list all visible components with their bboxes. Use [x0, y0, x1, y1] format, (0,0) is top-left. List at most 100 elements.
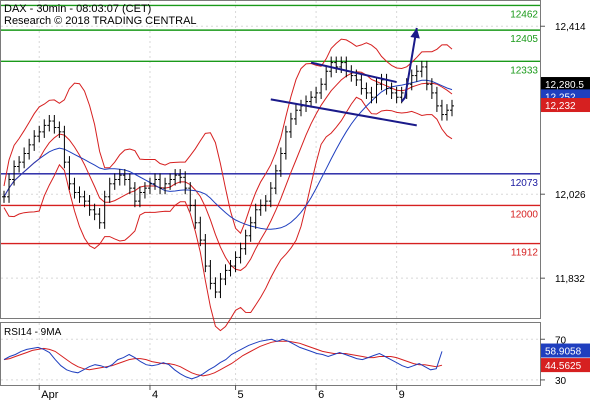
price-bar [87, 195, 92, 216]
time-tick-label: 9 [399, 389, 405, 400]
rsi-panel-frame [0, 322, 541, 386]
price-bar [7, 173, 12, 203]
price-bars [2, 56, 454, 299]
price-bar [97, 208, 102, 229]
price-bar [450, 99, 454, 117]
level-label: 12405 [510, 34, 538, 45]
rsi-title: RSI14 - 9MA [4, 327, 62, 338]
price-bar [228, 259, 233, 277]
price-bar [72, 177, 77, 199]
price-bar [314, 86, 319, 104]
price-bar [208, 259, 213, 290]
price-bar [77, 186, 82, 203]
moving-average-line [3, 79, 453, 230]
price-bar [102, 190, 107, 229]
price-bar [47, 114, 52, 132]
price-bar [163, 177, 168, 195]
price-bar [419, 60, 424, 78]
price-bar [334, 56, 339, 73]
level-label: 12333 [510, 65, 538, 76]
price-bar [258, 199, 263, 216]
price-bar [293, 104, 298, 125]
price-bar [414, 65, 419, 82]
price-bar [188, 182, 193, 212]
axis-tick-label: 11,832 [555, 274, 585, 285]
price-bar [32, 130, 37, 151]
price-badge-label: 12,232 [545, 101, 576, 112]
price-bar [263, 195, 268, 212]
price-bar [243, 229, 248, 255]
price-bar [168, 173, 173, 190]
price-bar [268, 182, 273, 208]
bollinger-bands [3, 38, 453, 332]
price-bar [429, 78, 434, 99]
price-bar [193, 199, 198, 229]
price-bar [283, 125, 288, 160]
price-bar [117, 169, 122, 186]
rsi-axis-tick-label: 30 [555, 376, 567, 387]
price-badge-label: 12,280.5 [545, 80, 584, 91]
price-bar [364, 82, 369, 99]
upper-band [3, 38, 453, 235]
price-bar [248, 216, 253, 242]
price-bar [278, 147, 283, 177]
moving-average [3, 79, 453, 230]
price-badge [541, 77, 590, 92]
rsi-line [3, 338, 443, 380]
time-tick-label: 6 [318, 389, 324, 400]
price-bar [213, 277, 218, 299]
price-bar [198, 216, 203, 247]
grid-lines [1, 1, 540, 385]
price-bar [238, 242, 243, 264]
price-bar [253, 203, 258, 229]
price-badge [541, 98, 590, 113]
horizontal-levels: 12462 12405 12333 12073 12000 11912 [1, 4, 540, 259]
price-bar [374, 78, 379, 104]
price-bar [158, 173, 163, 195]
price-bar [389, 82, 394, 99]
price-bar [57, 121, 62, 138]
price-bar [309, 91, 314, 108]
price-bar [153, 173, 158, 190]
rsi-badge [541, 343, 590, 358]
price-bar [394, 86, 399, 104]
rsi-badge [541, 358, 590, 373]
price-bar [27, 138, 32, 160]
price-bar [288, 112, 293, 138]
price-bar [42, 119, 47, 138]
price-bar [82, 190, 87, 208]
target-arrow [400, 27, 420, 103]
price-bar [434, 86, 439, 112]
middle-band [3, 71, 453, 271]
price-bar [183, 171, 188, 195]
price-bar [132, 182, 137, 208]
price-bar [409, 69, 414, 91]
price-bar [52, 114, 57, 134]
price-bar [233, 251, 238, 273]
price-bar [173, 169, 178, 186]
channel-line [270, 98, 417, 127]
rsi-lines [3, 338, 443, 380]
rsi-axis-tick-label: 70 [555, 335, 567, 346]
level-label: 12073 [510, 178, 538, 189]
price-bar [218, 272, 223, 299]
price-bar [324, 65, 329, 91]
price-bar [17, 156, 22, 173]
rsi-badge-label: 44.5625 [545, 361, 582, 372]
price-bar [12, 160, 17, 186]
channel-line [310, 61, 397, 84]
level-label: 11912 [511, 248, 539, 259]
trend-channel [270, 61, 417, 127]
level-label: 12462 [510, 9, 538, 20]
level-label: 12000 [510, 209, 538, 220]
price-bar [127, 173, 132, 195]
price-badge-label: 12,252 [545, 92, 576, 103]
price-bar [223, 264, 228, 286]
price-bar [147, 177, 152, 195]
price-bar [439, 99, 444, 121]
time-tick-label: 4 [152, 389, 158, 400]
price-bar [424, 60, 429, 91]
rsi-badge-label: 58.9058 [545, 347, 582, 358]
price-bar [67, 156, 72, 190]
